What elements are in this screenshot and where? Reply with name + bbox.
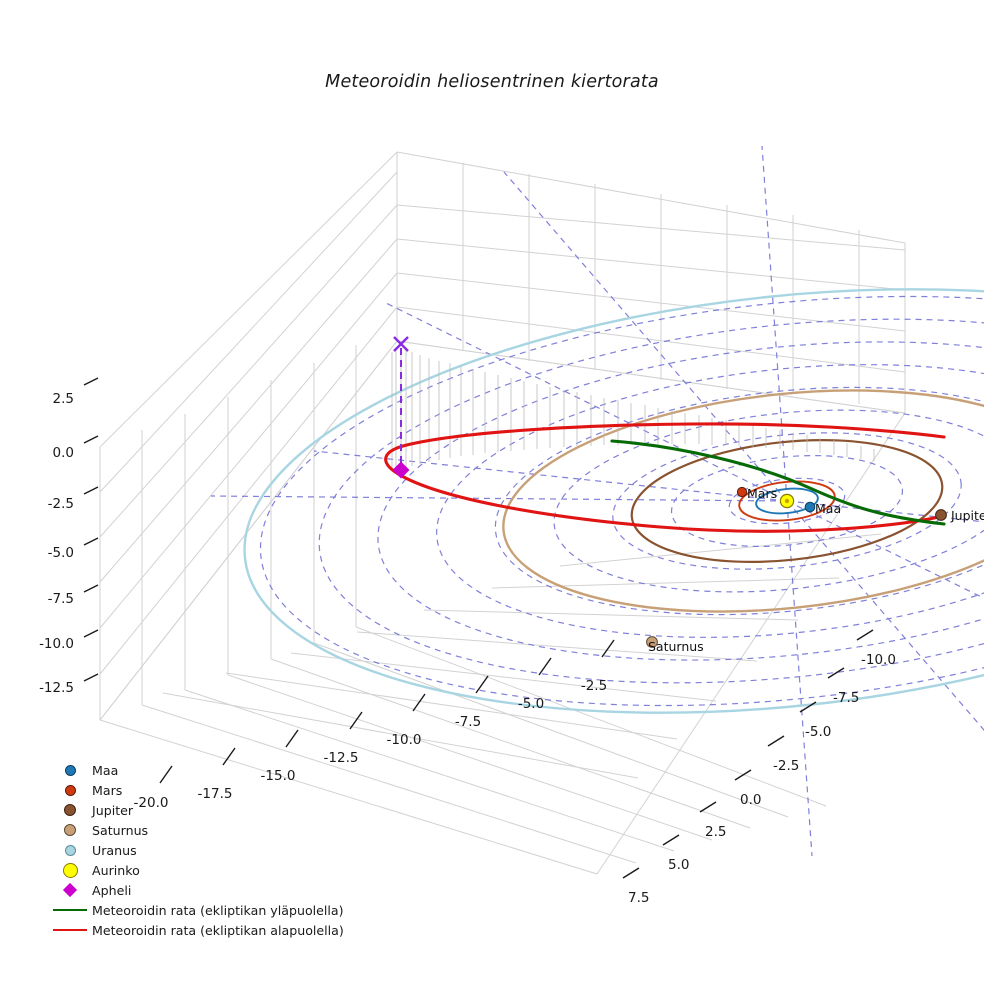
circle-marker-icon [48, 804, 92, 816]
legend-label: Aurinko [92, 862, 140, 878]
circle-marker-icon [48, 784, 92, 796]
sun-marker-icon [48, 862, 92, 878]
legend-item-uranus[interactable]: Uranus [48, 840, 378, 860]
x-tick: -17.5 [198, 786, 233, 802]
aphelion-diamond-marker [392, 461, 410, 479]
marker-maa [804, 501, 816, 513]
y-tick: 7.5 [628, 890, 649, 906]
x-tick: -10.0 [387, 732, 422, 748]
legend-label: Apheli [92, 882, 132, 898]
marker-mars [736, 486, 748, 498]
orbit-uranus [243, 288, 984, 714]
circle-marker-icon [48, 764, 92, 776]
x-tick: -12.5 [324, 750, 359, 766]
legend-item-apheli[interactable]: Apheli [48, 880, 378, 900]
z-tick: -12.5 [39, 680, 74, 696]
orbit-drop-stems [391, 348, 875, 470]
pane-left [99, 151, 398, 721]
aphelion-projection-x-icon [393, 336, 409, 352]
z-tick: 2.5 [53, 391, 74, 407]
x-tick: -15.0 [261, 768, 296, 784]
label-mars: Mars [747, 486, 777, 501]
y-tick: -2.5 [773, 758, 799, 774]
legend-label: Meteoroidin rata (ekliptikan alapuolella… [92, 922, 344, 938]
z-tick: -10.0 [39, 636, 74, 652]
legend-item-jupiter[interactable]: Jupiter [48, 800, 378, 820]
legend-item-orbit-above[interactable]: Meteoroidin rata (ekliptikan yläpuolella… [48, 900, 378, 920]
z-tick: -5.0 [48, 545, 74, 561]
orbit-saturnus [502, 389, 984, 613]
body-label-group: Mars Maa Jupiter Saturnus [648, 486, 984, 654]
legend-label: Mars [92, 782, 123, 798]
marker-saturnus [646, 636, 658, 648]
legend-label: Uranus [92, 842, 137, 858]
meteoroid-orbit-below [384, 422, 946, 533]
y-tick: 2.5 [705, 824, 726, 840]
z-axis-ticks [83, 377, 99, 682]
page-title: Meteoroidin heliosentrinen kiertorata [325, 72, 659, 92]
legend-item-aurinko[interactable]: Aurinko [48, 860, 378, 880]
y-tick: 5.0 [668, 857, 689, 873]
ecliptic-grid [210, 145, 984, 857]
orbit-mars [738, 480, 836, 522]
legend-label: Maa [92, 762, 119, 778]
x-tick: -5.0 [518, 696, 544, 712]
legend-label: Meteoroidin rata (ekliptikan yläpuolella… [92, 902, 344, 918]
y-tick: -10.0 [861, 652, 896, 668]
legend: Maa Mars Jupiter Saturnus Uranus [48, 760, 378, 940]
meteoroid-orbit-above [610, 439, 946, 526]
marker-jupiter [935, 509, 947, 521]
legend-item-saturnus[interactable]: Saturnus [48, 820, 378, 840]
legend-item-maa[interactable]: Maa [48, 760, 378, 780]
label-maa: Maa [815, 501, 841, 516]
circle-marker-icon [48, 824, 92, 836]
legend-item-mars[interactable]: Mars [48, 780, 378, 800]
y-axis-tick-labels: -10.0 -7.5 -5.0 -2.5 0.0 2.5 5.0 7.5 [628, 652, 896, 906]
x-axis-ticks [159, 639, 615, 784]
z-tick: -7.5 [48, 591, 74, 607]
y-tick: -7.5 [833, 690, 859, 706]
legend-label: Jupiter [92, 802, 134, 818]
y-tick: 0.0 [740, 792, 761, 808]
legend-item-orbit-below[interactable]: Meteoroidin rata (ekliptikan alapuolella… [48, 920, 378, 940]
orbit-jupiter [630, 438, 944, 564]
y-axis-ticks [622, 629, 874, 879]
circle-marker-icon [48, 844, 92, 856]
z-tick: 0.0 [53, 445, 74, 461]
line-swatch-icon [48, 909, 92, 911]
x-tick: -7.5 [455, 714, 481, 730]
line-swatch-icon [48, 929, 92, 931]
z-tick: -2.5 [48, 496, 74, 512]
label-jupiter: Jupiter [950, 508, 984, 523]
x-tick: -2.5 [581, 678, 607, 694]
diamond-marker-icon [48, 882, 92, 898]
legend-label: Saturnus [92, 822, 149, 838]
z-axis-tick-labels: 2.5 0.0 -2.5 -5.0 -7.5 -10.0 -12.5 [39, 391, 74, 696]
x-axis-tick-labels: -20.0 -17.5 -15.0 -12.5 -10.0 -7.5 -5.0 … [134, 678, 608, 811]
marker-aurinko [779, 493, 795, 509]
label-saturnus: Saturnus [648, 639, 704, 654]
x-tick: -20.0 [134, 795, 169, 811]
orbit-maa [755, 487, 819, 515]
y-tick: -5.0 [805, 724, 831, 740]
